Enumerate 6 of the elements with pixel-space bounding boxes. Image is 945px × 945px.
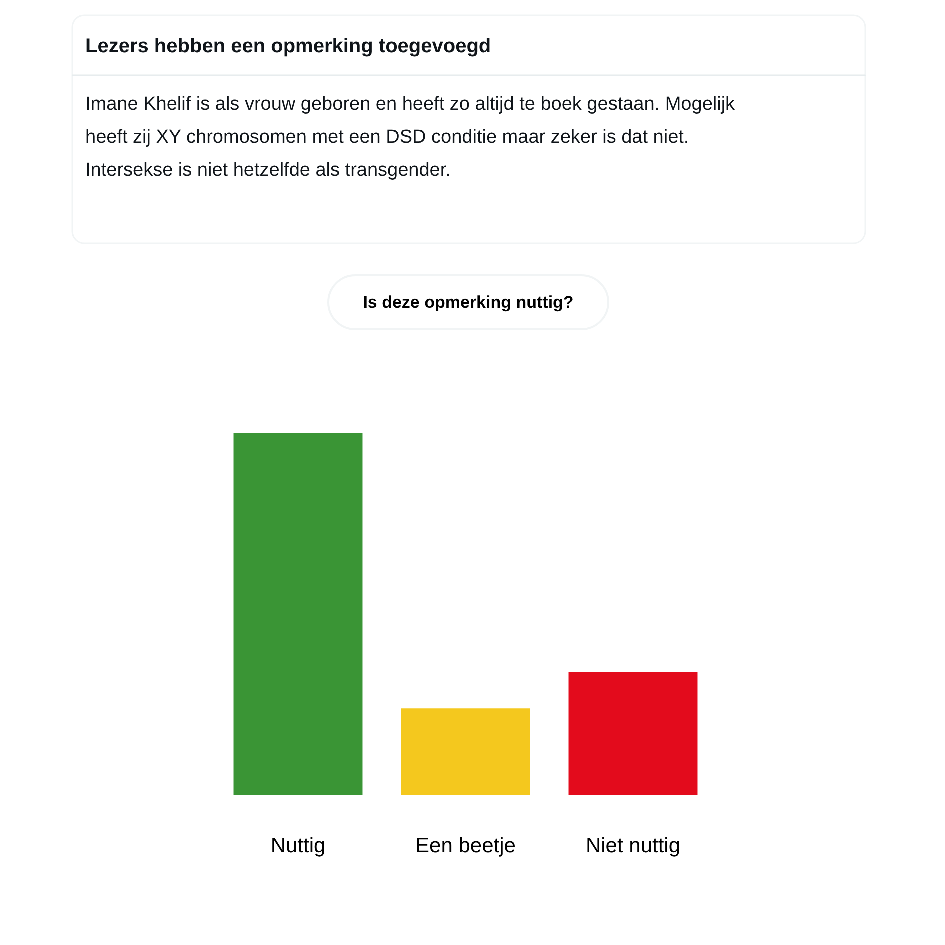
x-tick-label: Nuttig (270, 834, 326, 858)
chart-subtitle: Imane Khelif is als vrouw geboren en heeft zo altijd te boek gestaan. Mogelijk heeft zij XY chromosomen met een DSD conditie maar zeker is dat niet. Intersekse is niet hetzelfde als transgender. (86, 94, 736, 181)
x-tick-label: Een beetje (416, 834, 516, 858)
text: Is deze opmerking nuttig? (363, 293, 574, 312)
x-tick-label: Niet nuttig (586, 834, 681, 858)
chart-title: Lezers hebben een opmerking toegevoegd (86, 36, 492, 58)
